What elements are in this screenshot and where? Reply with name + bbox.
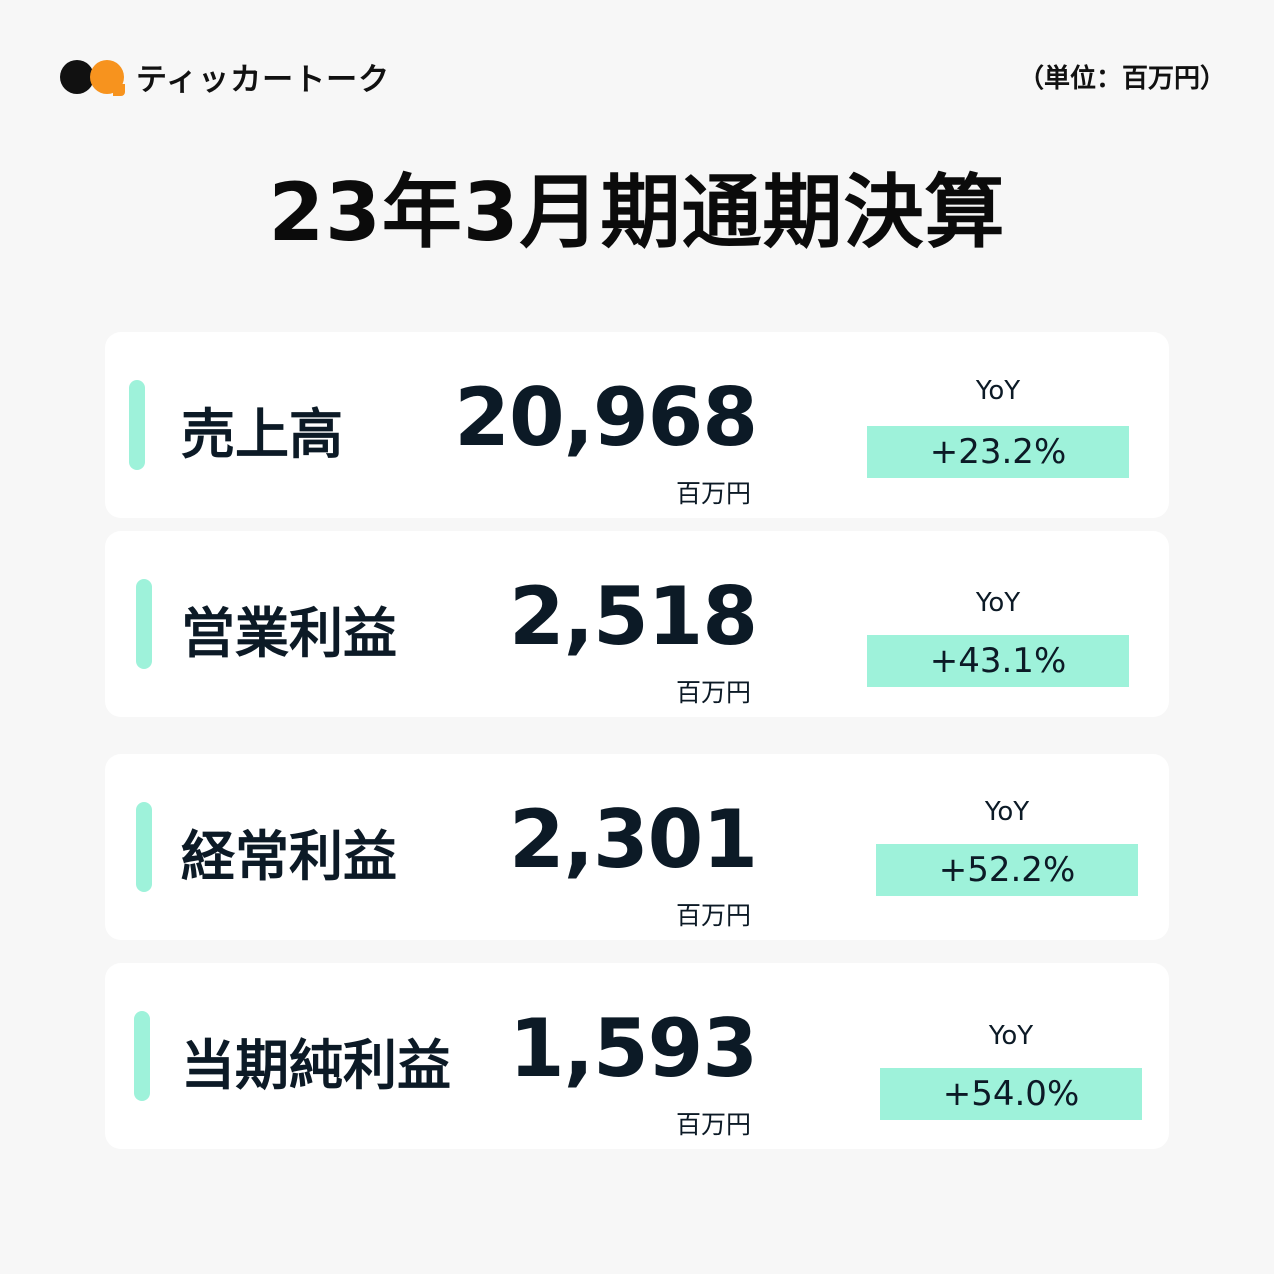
metric-label: 経常利益 — [181, 825, 397, 888]
yoy-badge: +43.1% — [867, 635, 1129, 687]
metric-value: 1,593 — [508, 1002, 758, 1095]
metric-unit: 百万円 — [675, 1110, 751, 1139]
metric-card-revenue: 売上高 20,968 百万円 YoY +23.2% — [105, 332, 1169, 518]
metric-value: 2,301 — [508, 793, 758, 886]
accent-bar — [136, 579, 152, 669]
metric-unit: 百万円 — [675, 479, 751, 508]
accent-bar — [129, 380, 145, 470]
yoy-label: YoY — [975, 376, 1021, 406]
accent-bar — [134, 1011, 150, 1101]
metric-label: 当期純利益 — [181, 1034, 451, 1097]
metric-value: 20,968 — [454, 371, 758, 464]
brand-logo: ティッカートーク — [60, 54, 390, 98]
yoy-label: YoY — [975, 588, 1021, 618]
page-title: 23年3月期通期決算 — [268, 166, 1006, 259]
yoy-badge: +52.2% — [876, 844, 1138, 896]
metric-unit: 百万円 — [675, 901, 751, 930]
metric-card-ordinary-income: 経常利益 2,301 百万円 YoY +52.2% — [105, 754, 1169, 940]
yoy-badge: +54.0% — [880, 1068, 1142, 1120]
yoy-label: YoY — [988, 1021, 1034, 1051]
unit-note: （単位：百万円） — [1017, 64, 1226, 94]
metric-card-operating-income: 営業利益 2,518 百万円 YoY +43.1% — [105, 531, 1169, 717]
metric-label: 営業利益 — [181, 602, 397, 665]
metric-unit: 百万円 — [675, 678, 751, 707]
metric-card-net-income: 当期純利益 1,593 百万円 YoY +54.0% — [105, 963, 1169, 1149]
yoy-badge: +23.2% — [867, 426, 1129, 478]
accent-bar — [136, 802, 152, 892]
yoy-label: YoY — [984, 797, 1030, 827]
metric-label: 売上高 — [181, 403, 343, 466]
speech-bubble-logo-icon — [60, 56, 126, 96]
brand-name: ティッカートーク — [136, 61, 391, 98]
metric-value: 2,518 — [508, 570, 758, 663]
